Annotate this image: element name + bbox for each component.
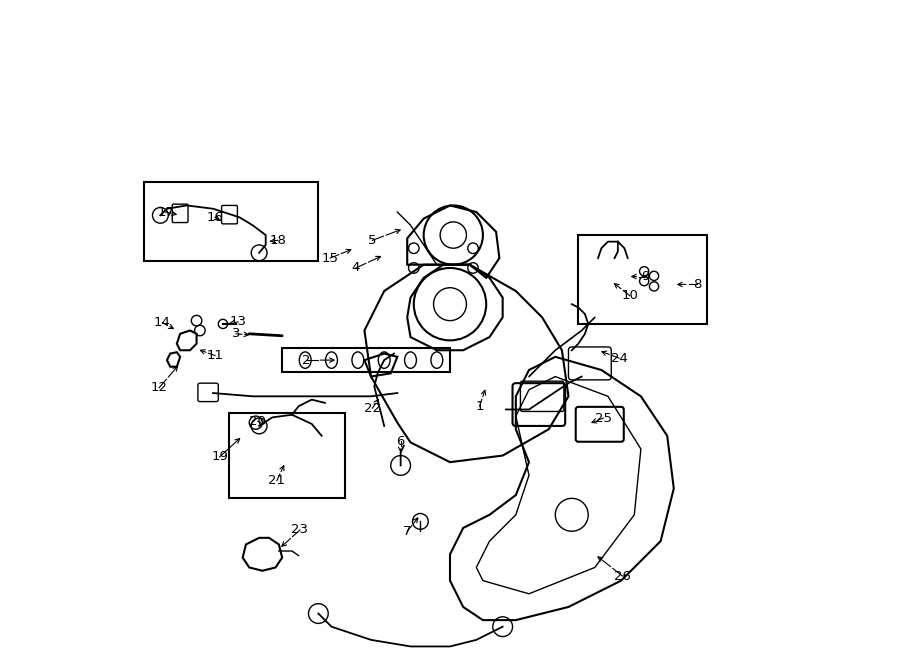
- Text: 13: 13: [230, 315, 247, 329]
- Text: 9: 9: [642, 270, 650, 283]
- Text: 7: 7: [403, 525, 411, 538]
- Text: 12: 12: [150, 381, 167, 394]
- Text: 22: 22: [364, 402, 381, 414]
- Text: 6: 6: [396, 434, 405, 447]
- Text: 5: 5: [368, 234, 376, 247]
- Text: 25: 25: [595, 412, 612, 424]
- Text: 8: 8: [693, 278, 701, 291]
- Text: 10: 10: [621, 289, 638, 302]
- Text: 21: 21: [268, 474, 285, 487]
- Text: 3: 3: [232, 327, 240, 340]
- Text: 19: 19: [212, 450, 228, 463]
- Text: 23: 23: [292, 524, 309, 537]
- Text: 11: 11: [206, 349, 223, 362]
- Text: 15: 15: [321, 252, 338, 264]
- Text: 17: 17: [158, 206, 174, 219]
- Text: 1: 1: [475, 400, 484, 412]
- Text: 20: 20: [249, 415, 266, 428]
- Text: 26: 26: [614, 570, 631, 582]
- Text: 16: 16: [207, 211, 223, 224]
- Text: 4: 4: [352, 262, 360, 274]
- Text: 24: 24: [611, 352, 627, 365]
- Text: 14: 14: [154, 316, 171, 329]
- Text: 2: 2: [302, 354, 310, 367]
- Text: 18: 18: [269, 234, 286, 247]
